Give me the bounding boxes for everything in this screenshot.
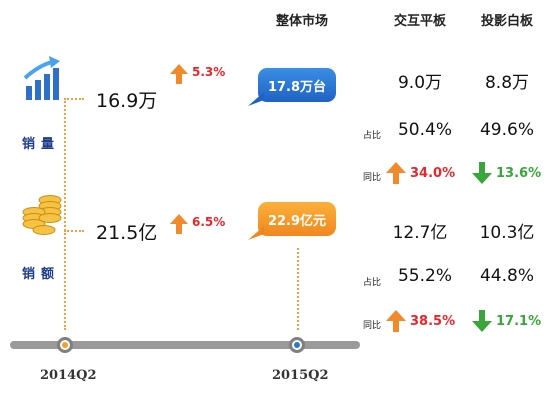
gold-coins-icon xyxy=(22,195,62,235)
header-interactive: 交互平板 xyxy=(393,14,446,29)
bubble-tail xyxy=(248,226,264,240)
volume-label: 销量 xyxy=(22,137,61,152)
timeline-label-start: 2014Q2 xyxy=(40,368,97,383)
revenue-growth: 6.5% xyxy=(192,215,226,229)
revenue-projection-value: 10.3亿 xyxy=(479,223,535,243)
volume-growth: 5.3% xyxy=(192,65,226,79)
timeline-dot-2014 xyxy=(57,337,73,353)
dotted-connector-vertical xyxy=(64,98,66,330)
revenue-projection-yoy: 17.1% xyxy=(496,314,542,329)
revenue-projection-share: 44.8% xyxy=(479,266,534,286)
timeline-dot-2014-center xyxy=(62,342,68,348)
arrow-up-icon xyxy=(170,64,188,84)
header-market: 整体市场 xyxy=(275,14,328,29)
volume-value-2014: 16.9万 xyxy=(96,90,158,112)
revenue-value-2015: 22.9亿元 xyxy=(267,213,327,229)
timeline-bar xyxy=(10,341,360,349)
dotted-connector-revenue xyxy=(64,230,84,232)
revenue-2015-bubble: 22.9亿元 xyxy=(258,202,336,236)
volume-interactive-yoy: 34.0% xyxy=(410,166,456,181)
revenue-yoy-label: 同比 xyxy=(363,321,382,331)
revenue-share-label: 占比 xyxy=(363,278,382,288)
arrow-up-icon xyxy=(386,310,406,332)
revenue-interactive-share: 55.2% xyxy=(397,266,452,286)
revenue-interactive-yoy: 38.5% xyxy=(410,314,456,329)
arrow-up-icon xyxy=(386,162,406,184)
revenue-interactive-value: 12.7亿 xyxy=(392,223,448,243)
revenue-value-2014: 21.5亿 xyxy=(96,222,158,244)
dotted-connector-2015 xyxy=(297,248,299,330)
bubble-tail xyxy=(248,92,264,106)
timeline-dot-2015 xyxy=(289,337,305,353)
arrow-up-icon xyxy=(170,214,188,234)
bar-chart-up-icon xyxy=(23,56,60,100)
volume-2015-bubble: 17.8万台 xyxy=(258,68,336,102)
volume-yoy-label: 同比 xyxy=(363,173,382,183)
volume-projection-share: 49.6% xyxy=(479,120,534,140)
volume-interactive-value: 9.0万 xyxy=(397,73,443,93)
revenue-label: 销额 xyxy=(22,267,61,282)
timeline-label-end: 2015Q2 xyxy=(272,368,329,383)
volume-projection-value: 8.8万 xyxy=(484,73,530,93)
volume-value-2015: 17.8万台 xyxy=(267,79,327,95)
dotted-connector-volume xyxy=(64,98,84,100)
volume-share-label: 占比 xyxy=(363,131,382,141)
volume-interactive-share: 50.4% xyxy=(397,120,452,140)
volume-projection-yoy: 13.6% xyxy=(496,166,542,181)
arrow-down-icon xyxy=(472,310,492,332)
timeline-dot-2015-center xyxy=(294,342,300,348)
header-projection: 投影白板 xyxy=(480,14,533,29)
arrow-down-icon xyxy=(472,162,492,184)
